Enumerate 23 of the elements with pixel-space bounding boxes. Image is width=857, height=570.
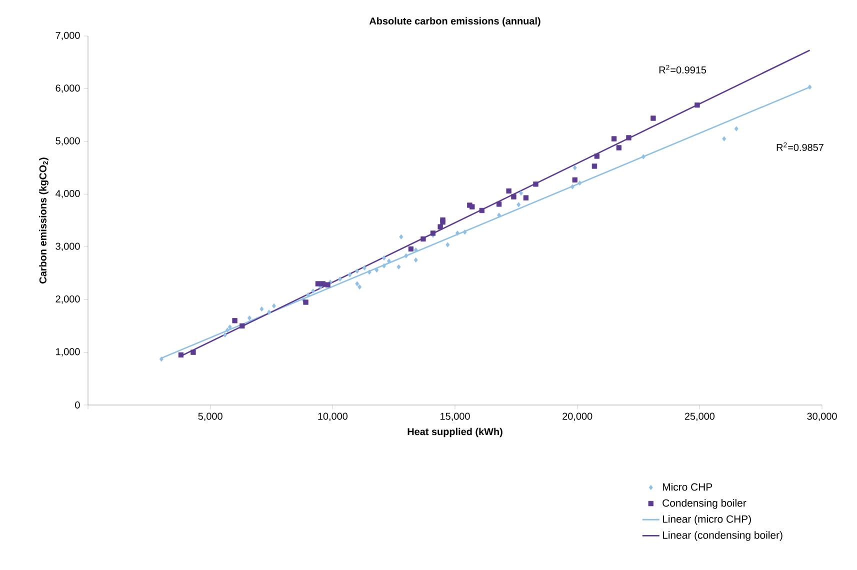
annotation: R$^{2}$=0.9915 — [659, 64, 706, 74]
legend-label: Micro CHP — [662, 482, 712, 491]
legend-label: Linear (micro CHP) — [662, 515, 751, 525]
annotation: R$^{2}$=0.9857 — [776, 142, 824, 151]
x-tick-label: 20,000 — [562, 412, 592, 422]
y-tick-label: 1,000 — [56, 348, 80, 356]
y-tick-label: 6,000 — [56, 84, 80, 93]
chart-title: Absolute carbon emissions (annual) — [369, 17, 540, 26]
x-tick-label: 5,000 — [198, 412, 222, 422]
x-tick-label: 10,000 — [318, 412, 348, 422]
x-tick-label: 25,000 — [684, 412, 715, 422]
x-axis-title: Heat supplied (kWh) — [408, 428, 502, 438]
legend-label: Condensing boiler — [662, 499, 746, 509]
y-tick-label: 2,000 — [56, 295, 80, 304]
y-tick-label: 7,000 — [56, 32, 80, 40]
y-tick-label: 0 — [75, 401, 80, 409]
y-tick-label: 3,000 — [56, 242, 80, 251]
x-tick-label: 30,000 — [807, 412, 837, 422]
legend-label: Linear (condensing boiler) — [662, 531, 782, 541]
text: Carbon emissions (kgCO$_{2}$) — [39, 158, 48, 284]
x-tick-label: 15,000 — [440, 412, 470, 422]
y-tick-label: 5,000 — [56, 137, 80, 146]
y-tick-label: 4,000 — [56, 190, 80, 198]
